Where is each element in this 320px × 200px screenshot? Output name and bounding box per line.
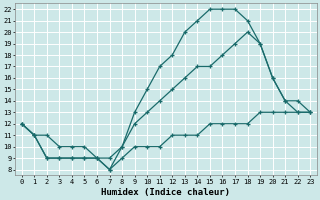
X-axis label: Humidex (Indice chaleur): Humidex (Indice chaleur) [101, 188, 230, 197]
